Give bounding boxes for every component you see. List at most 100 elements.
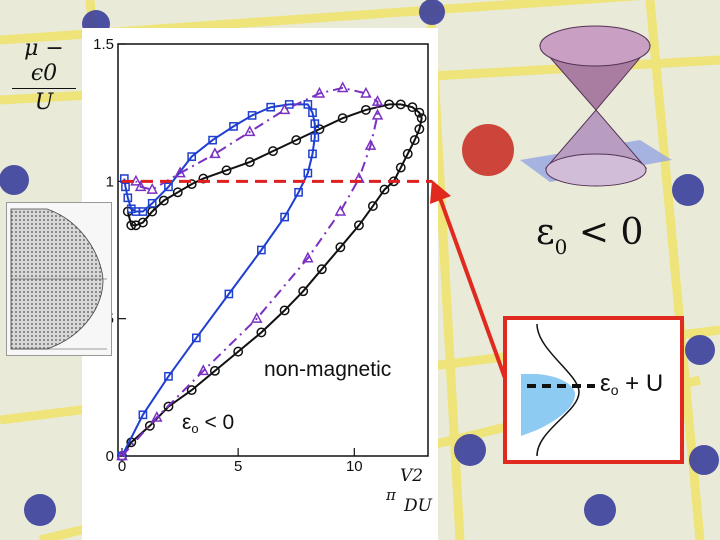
- series-0-point: [414, 124, 425, 135]
- series-2-point: [371, 108, 384, 120]
- gap-energy-label: εo + U: [600, 370, 663, 398]
- series-0-point: [416, 113, 427, 124]
- series-0-point: [298, 286, 309, 297]
- plot-eps-relation: < 0: [204, 411, 235, 434]
- series-0-point: [407, 102, 418, 113]
- series-2-point: [313, 86, 326, 98]
- series-1-point: [294, 187, 303, 197]
- y-axis-title-denominator: U: [34, 90, 54, 115]
- plot-eps-subscript: o: [191, 421, 199, 436]
- series-0-line: [121, 103, 423, 457]
- non-magnetic-label: non-magnetic: [264, 358, 392, 381]
- x-axis-title-numerator: V2: [400, 466, 424, 486]
- series-1-point: [138, 410, 148, 420]
- series-0-point: [172, 187, 183, 198]
- gap-eps-symbol: ε: [600, 370, 611, 397]
- series-0-point: [233, 346, 244, 357]
- series-0-point: [279, 305, 290, 316]
- series-1-point: [208, 135, 217, 145]
- series-2-point: [334, 204, 347, 216]
- series-0-point: [186, 179, 197, 190]
- series-1-point: [303, 168, 313, 178]
- eps-condition-label: ε0 < 0: [536, 212, 644, 259]
- series-2-point: [364, 139, 377, 150]
- series-1-point: [308, 108, 317, 118]
- series-0-point: [130, 220, 141, 231]
- series-2-point: [209, 147, 221, 159]
- pointer-arrow: [438, 197, 512, 393]
- series-0-point: [367, 201, 378, 212]
- series-2-line: [121, 86, 379, 457]
- series-0-point: [335, 242, 346, 253]
- series-0-point: [409, 135, 420, 146]
- series-0-point: [360, 104, 371, 115]
- plot-eps-symbol: ε: [182, 411, 192, 434]
- series-0-point: [209, 365, 220, 376]
- series-0-point: [268, 146, 278, 157]
- series-2-point: [197, 364, 210, 376]
- series-0-point: [144, 420, 155, 431]
- dirac-cone-icon: [520, 25, 672, 187]
- eps-symbol: ε: [536, 212, 555, 253]
- spectral-gap-inset: [503, 316, 684, 464]
- series-0-point: [337, 113, 348, 124]
- series-0-point: [395, 99, 406, 110]
- dos-inset-thumbnail: [6, 202, 112, 356]
- plot-eps-condition-label: εo < 0: [182, 411, 235, 436]
- series-0-point: [256, 327, 267, 338]
- x-tick-label: 10: [346, 458, 363, 475]
- series-1-point: [284, 100, 294, 109]
- series-1-point: [224, 289, 234, 299]
- series-1-point: [310, 119, 320, 129]
- series-2-point: [278, 103, 291, 115]
- series-0-point: [244, 157, 255, 168]
- series-2-point: [360, 86, 372, 98]
- series-1-point: [266, 102, 276, 112]
- x-tick-label: 0: [118, 458, 126, 475]
- series-2-point: [250, 312, 263, 323]
- series-0-point: [158, 195, 169, 206]
- series-2-point: [146, 182, 158, 194]
- series-1-point: [310, 133, 320, 142]
- series-1-point: [131, 207, 141, 216]
- series-0-point: [186, 385, 197, 396]
- x-axis-title-denominator: DU: [404, 496, 432, 516]
- series-0-point: [414, 107, 425, 118]
- plot-frame: [117, 43, 429, 457]
- series-0-point: [379, 184, 390, 195]
- series-1-point: [147, 198, 157, 208]
- eps-subscript: 0: [554, 235, 568, 259]
- series-0-point: [291, 135, 302, 146]
- series-0-point: [126, 220, 137, 231]
- pointer-arrowhead: [430, 180, 451, 204]
- y-tick-label: 1: [106, 173, 114, 190]
- series-0-point: [316, 264, 327, 275]
- series-2-point: [244, 125, 256, 137]
- series-1-point: [308, 149, 317, 159]
- series-1-point: [257, 245, 266, 255]
- series-1-point: [229, 122, 238, 131]
- series-2-point: [371, 95, 384, 106]
- series-2-point: [174, 166, 186, 178]
- series-0-point: [221, 165, 232, 176]
- series-2-point: [336, 81, 349, 93]
- series-1-point: [164, 182, 173, 192]
- eps-relation: < 0: [578, 212, 644, 253]
- series-1-point: [164, 371, 173, 381]
- series-1-point: [187, 152, 197, 161]
- series-layer: [116, 81, 427, 461]
- y-tick-label: 0: [106, 448, 114, 465]
- series-0-point: [395, 162, 406, 173]
- dos-curve: [536, 323, 580, 457]
- series-0-point: [384, 99, 395, 110]
- y-axis-title-numerator: μ − ϵ0: [12, 36, 76, 89]
- series-1-point: [247, 111, 257, 120]
- dos-filled-region: [521, 374, 575, 436]
- y-tick-label: 1.5: [93, 36, 114, 53]
- gap-plus-u: + U: [625, 370, 664, 397]
- series-2-point: [134, 180, 147, 192]
- series-1-point: [123, 193, 133, 203]
- series-2-point: [151, 410, 163, 422]
- y-axis-title: μ − ϵ0 U: [12, 36, 76, 115]
